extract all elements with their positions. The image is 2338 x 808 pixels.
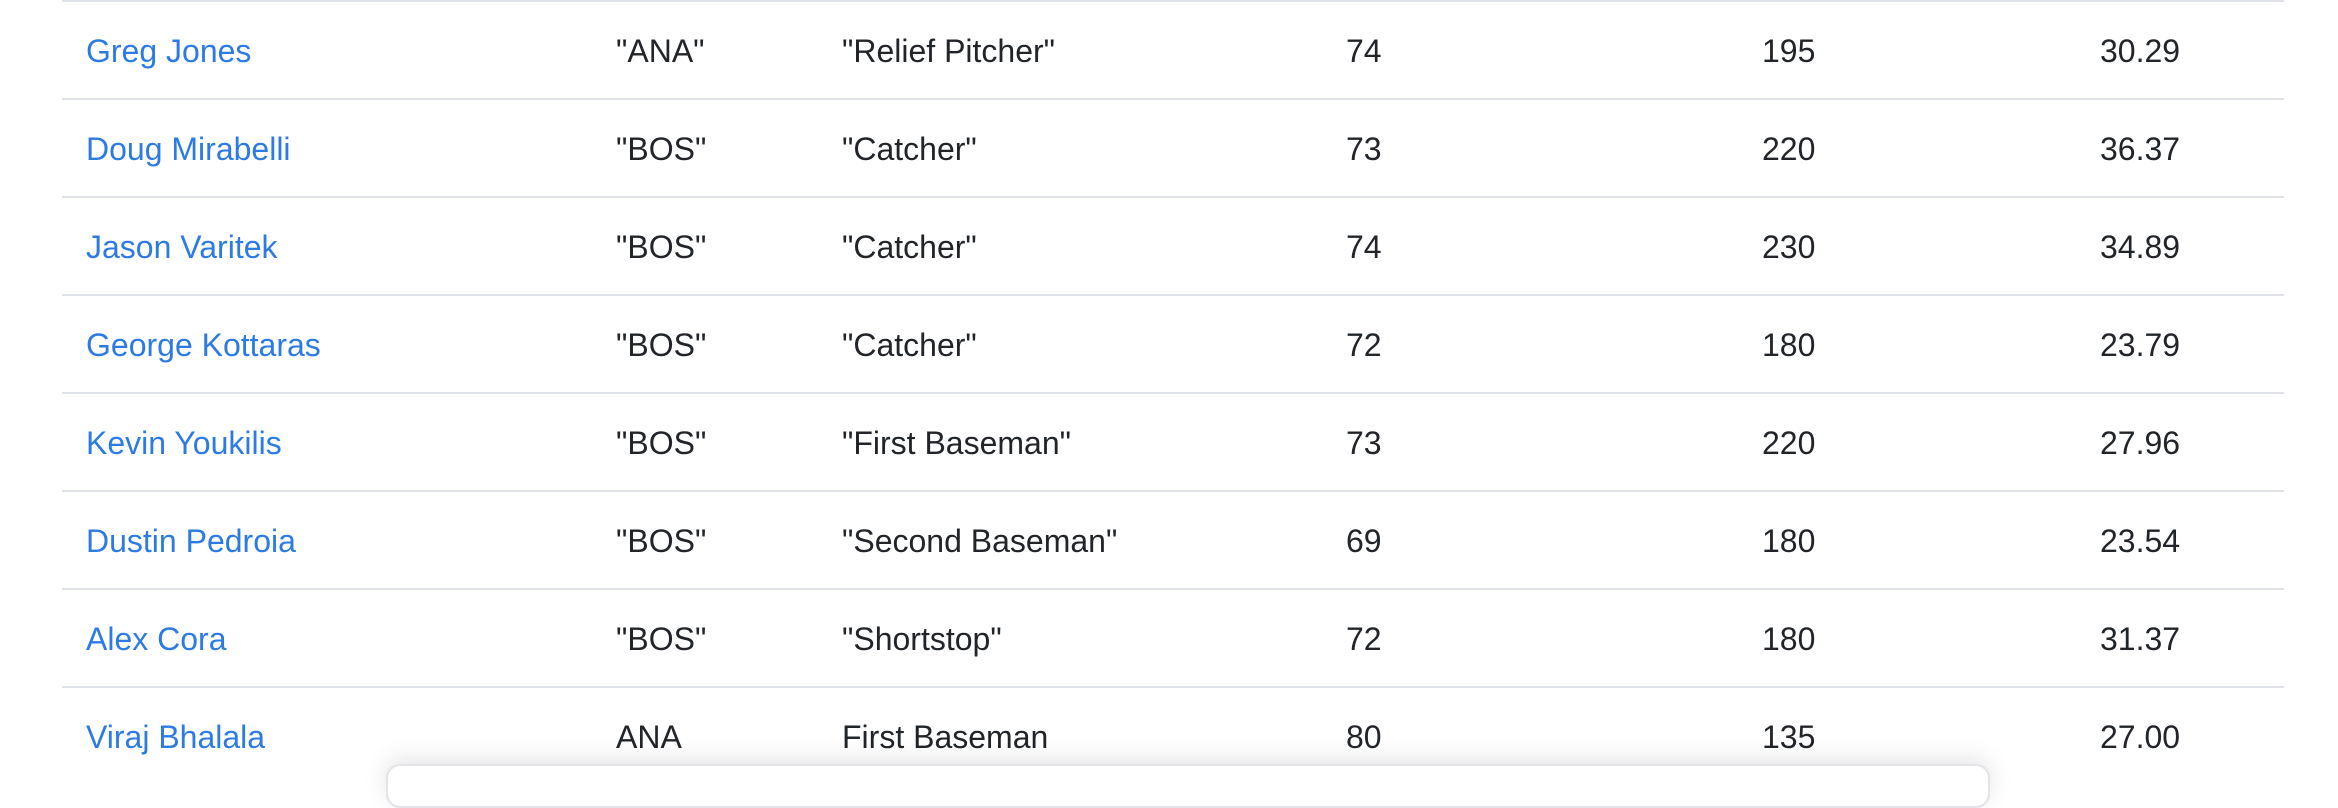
player-name-link[interactable]: Alex Cora [86, 621, 227, 657]
position-cell: "Catcher" [842, 327, 977, 363]
height-cell: 72 [1346, 621, 1382, 657]
players-table: Greg Jones "ANA" "Relief Pitcher" 74 195… [62, 0, 2284, 784]
age-cell: 31.37 [2100, 621, 2181, 657]
team-cell: "BOS" [616, 523, 707, 559]
bottom-popup-panel[interactable] [386, 764, 1990, 808]
height-cell: 74 [1346, 33, 1382, 69]
player-name-link[interactable]: Kevin Youkilis [86, 425, 282, 461]
team-cell: ANA [616, 719, 682, 755]
table-row: George Kottaras "BOS" "Catcher" 72 180 2… [62, 294, 2284, 392]
weight-cell: 195 [1762, 33, 1816, 69]
table-row: Viraj Bhalala ANA First Baseman 80 135 2… [62, 686, 2284, 784]
height-cell: 73 [1346, 131, 1382, 167]
player-name-link[interactable]: Doug Mirabelli [86, 131, 291, 167]
height-cell: 69 [1346, 523, 1382, 559]
team-cell: "BOS" [616, 621, 707, 657]
weight-cell: 135 [1762, 719, 1816, 755]
position-cell: "First Baseman" [842, 425, 1071, 461]
team-cell: "ANA" [616, 33, 705, 69]
age-cell: 34.89 [2100, 229, 2181, 265]
height-cell: 74 [1346, 229, 1382, 265]
age-cell: 27.00 [2100, 719, 2181, 755]
age-cell: 36.37 [2100, 131, 2181, 167]
weight-cell: 180 [1762, 327, 1816, 363]
weight-cell: 180 [1762, 523, 1816, 559]
table-row: Dustin Pedroia "BOS" "Second Baseman" 69… [62, 490, 2284, 588]
table-row: Alex Cora "BOS" "Shortstop" 72 180 31.37 [62, 588, 2284, 686]
player-name-link[interactable]: Jason Varitek [86, 229, 278, 265]
weight-cell: 180 [1762, 621, 1816, 657]
table-row: Jason Varitek "BOS" "Catcher" 74 230 34.… [62, 196, 2284, 294]
team-cell: "BOS" [616, 425, 707, 461]
team-cell: "BOS" [616, 131, 707, 167]
age-cell: 30.29 [2100, 33, 2181, 69]
position-cell: "Shortstop" [842, 621, 1002, 657]
team-cell: "BOS" [616, 327, 707, 363]
age-cell: 27.96 [2100, 425, 2181, 461]
position-cell: "Catcher" [842, 131, 977, 167]
table-row: Doug Mirabelli "BOS" "Catcher" 73 220 36… [62, 98, 2284, 196]
team-cell: "BOS" [616, 229, 707, 265]
weight-cell: 220 [1762, 425, 1816, 461]
player-name-link[interactable]: Dustin Pedroia [86, 523, 296, 559]
height-cell: 73 [1346, 425, 1382, 461]
player-name-link[interactable]: Viraj Bhalala [86, 719, 266, 755]
position-cell: "Second Baseman" [842, 523, 1118, 559]
position-cell: "Relief Pitcher" [842, 33, 1056, 69]
age-cell: 23.79 [2100, 327, 2181, 363]
weight-cell: 220 [1762, 131, 1816, 167]
table-row: Kevin Youkilis "BOS" "First Baseman" 73 … [62, 392, 2284, 490]
age-cell: 23.54 [2100, 523, 2181, 559]
player-name-link[interactable]: Greg Jones [86, 33, 252, 69]
height-cell: 72 [1346, 327, 1382, 363]
height-cell: 80 [1346, 719, 1382, 755]
table-row: Greg Jones "ANA" "Relief Pitcher" 74 195… [62, 0, 2284, 98]
weight-cell: 230 [1762, 229, 1816, 265]
position-cell: "Catcher" [842, 229, 977, 265]
position-cell: First Baseman [842, 719, 1049, 755]
player-name-link[interactable]: George Kottaras [86, 327, 321, 363]
